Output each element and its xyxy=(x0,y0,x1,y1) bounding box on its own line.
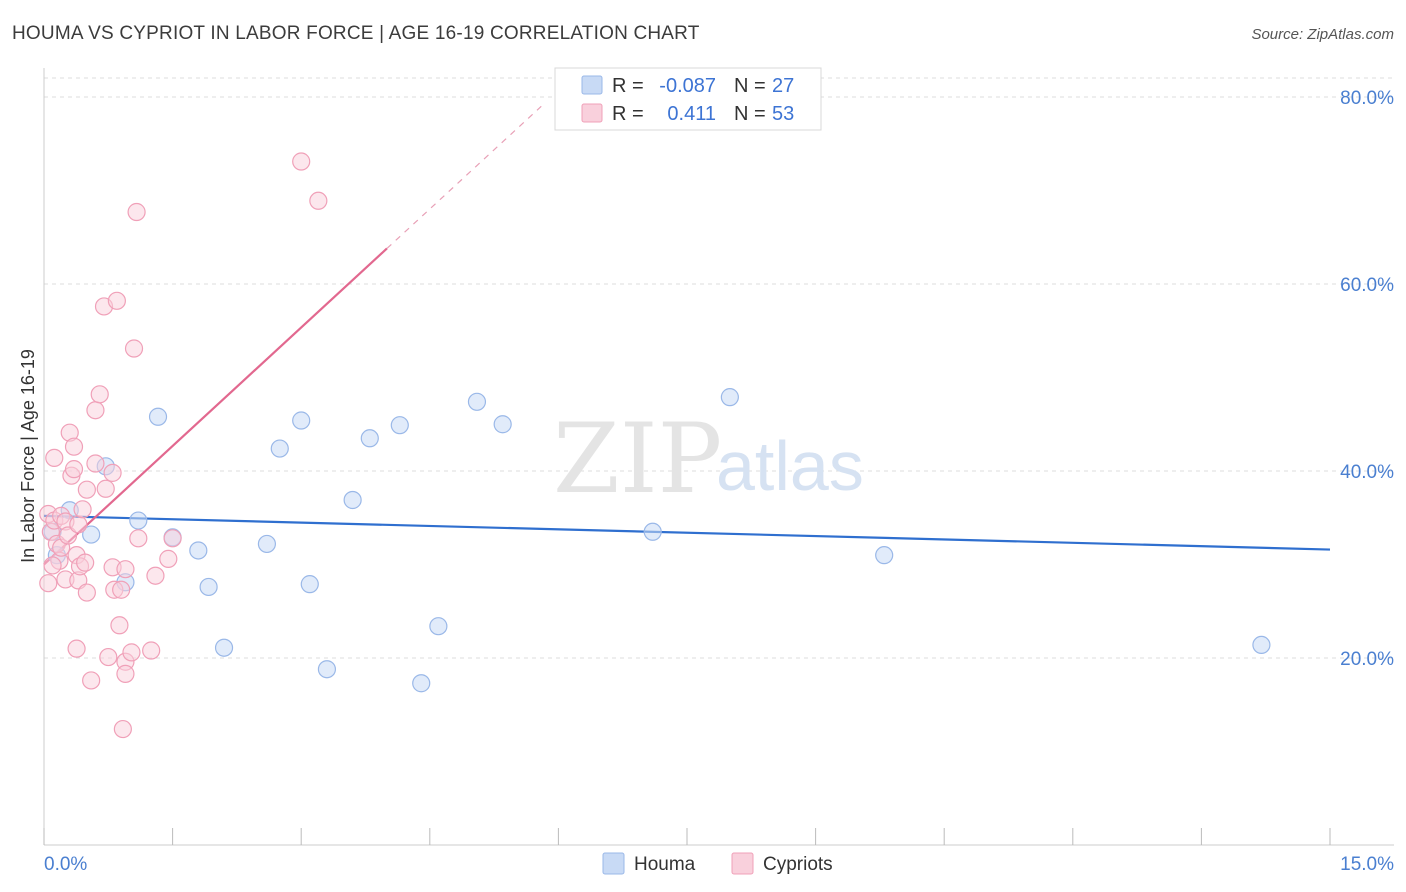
houma-point xyxy=(270,439,289,458)
y-tick-label-40: 40.0% xyxy=(1340,462,1394,483)
x-tick-label-max: 15.0% xyxy=(1340,854,1394,875)
cypriots-point xyxy=(129,529,148,548)
houma-point xyxy=(412,674,431,693)
houma-point xyxy=(390,416,409,435)
cypriots-point xyxy=(146,566,165,585)
cypriots-point xyxy=(96,479,115,498)
cypriots-point xyxy=(58,526,78,545)
houma-point xyxy=(148,407,168,426)
cypriots-point xyxy=(86,401,105,420)
houma-point xyxy=(1252,635,1271,655)
cypriots-series xyxy=(39,152,328,739)
cypriots-point xyxy=(103,463,122,482)
houma-point xyxy=(643,522,662,541)
cypriots-point xyxy=(76,553,95,572)
cypriots-point xyxy=(73,500,92,519)
houma-point xyxy=(257,534,277,554)
houma-point xyxy=(199,577,218,597)
stats-legend: R = -0.087 N = 27 R = 0.411 N = 53 xyxy=(554,67,822,131)
houma-legend-label: Houma xyxy=(634,854,696,875)
cypriots-r-label: R = xyxy=(612,103,644,125)
watermark-zip: ZIP xyxy=(553,403,722,515)
cypriots-point xyxy=(107,291,126,310)
houma-point xyxy=(429,617,448,636)
cypriots-point xyxy=(64,437,84,456)
cypriots-point xyxy=(159,549,178,568)
cypriots-point xyxy=(67,639,86,658)
cypriots-point xyxy=(292,152,311,171)
cypriots-point xyxy=(116,560,135,579)
houma-point xyxy=(292,411,311,430)
cypriots-bottom-swatch xyxy=(731,852,754,875)
houma-r-label: R = xyxy=(612,75,644,97)
chart-title: HOUMA VS CYPRIOT IN LABOR FORCE | AGE 16… xyxy=(12,23,700,44)
x-tick-label-min: 0.0% xyxy=(44,854,87,875)
cypriots-point xyxy=(142,641,161,660)
cypriots-point xyxy=(45,448,64,468)
source-label: Source: ZipAtlas.com xyxy=(1251,26,1394,43)
cypriots-point xyxy=(82,671,101,690)
cypriots-point xyxy=(127,202,146,222)
houma-point xyxy=(129,511,148,530)
cypriots-n-value: 53 xyxy=(772,103,794,125)
houma-bottom-swatch xyxy=(602,852,625,875)
houma-point xyxy=(360,429,379,448)
cypriots-point xyxy=(43,556,62,575)
cypriots-point xyxy=(99,647,118,667)
houma-point xyxy=(189,541,208,560)
cypriots-r-value: 0.411 xyxy=(667,103,716,125)
cypriots-legend-label: Cypriots xyxy=(763,854,833,875)
houma-point xyxy=(214,638,234,657)
gridlines xyxy=(44,77,1394,659)
houma-n-label: N = xyxy=(734,75,766,97)
cypriots-point xyxy=(122,643,141,662)
houma-point xyxy=(82,525,101,544)
cypriots-point xyxy=(86,454,105,473)
cypriots-point xyxy=(77,480,96,499)
cypriots-point xyxy=(163,529,182,548)
houma-n-value: 27 xyxy=(772,75,794,97)
houma-point xyxy=(720,388,739,407)
houma-point xyxy=(343,490,362,510)
cypriots-n-label: N = xyxy=(734,103,766,125)
cypriots-point xyxy=(110,616,129,635)
houma-point xyxy=(875,546,894,565)
cypriots-point xyxy=(77,583,96,602)
y-tick-label-20: 20.0% xyxy=(1340,649,1394,670)
cypriots-trend-line xyxy=(43,247,388,566)
cypriots-point xyxy=(69,515,88,534)
y-tick-label-80: 80.0% xyxy=(1340,88,1394,109)
cypriots-point xyxy=(39,574,58,593)
y-axis-title: In Labor Force | Age 16-19 xyxy=(18,349,38,563)
cypriots-trend-extension xyxy=(386,105,542,249)
cypriots-point xyxy=(309,191,328,210)
houma-point xyxy=(317,660,337,679)
houma-point xyxy=(300,575,319,594)
cypriots-point xyxy=(116,664,135,683)
cypriots-point xyxy=(90,385,109,404)
series-legend: Houma Cypriots xyxy=(602,852,833,875)
x-axis-ticks xyxy=(43,828,1331,845)
cypriots-point xyxy=(112,580,131,599)
houma-legend-swatch xyxy=(581,75,603,95)
cypriots-legend-swatch xyxy=(581,103,603,123)
houma-point xyxy=(493,415,512,434)
y-tick-label-60: 60.0% xyxy=(1340,275,1394,296)
y-axis-labels: 20.0% 40.0% 60.0% 80.0% xyxy=(1340,88,1394,670)
watermark-atlas: atlas xyxy=(716,427,864,505)
cypriots-point xyxy=(64,460,84,479)
trend-lines xyxy=(43,105,1331,566)
cypriots-point xyxy=(124,339,144,358)
cypriots-point xyxy=(113,719,132,739)
houma-r-value: -0.087 xyxy=(659,75,716,97)
houma-point xyxy=(467,392,487,411)
houma-trend-line xyxy=(43,514,1331,551)
